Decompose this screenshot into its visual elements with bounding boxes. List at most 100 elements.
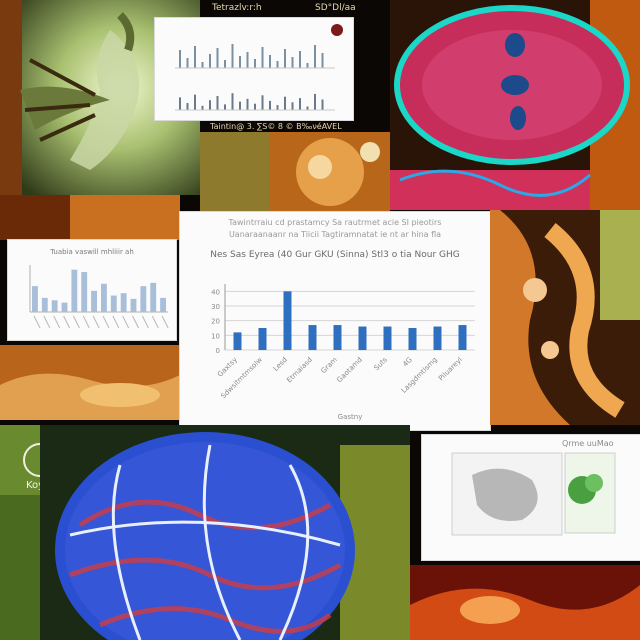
mark — [216, 96, 219, 110]
bar — [258, 328, 267, 350]
bar — [408, 328, 417, 350]
bar — [150, 282, 157, 312]
bar — [458, 325, 467, 350]
x-tick-label — [82, 315, 90, 329]
x-tick-label — [92, 315, 100, 329]
mark — [314, 45, 316, 68]
mark — [179, 50, 181, 68]
x-tick-label: Piluareyl — [437, 356, 464, 383]
x-tick-label: Lesd — [272, 356, 289, 373]
mark — [254, 103, 256, 110]
mark — [209, 100, 211, 110]
bar — [110, 295, 117, 312]
bar — [333, 325, 342, 350]
mark — [269, 100, 271, 110]
bar — [140, 286, 147, 312]
mark — [194, 94, 196, 110]
mark — [321, 99, 324, 110]
bar — [32, 286, 38, 312]
mark — [254, 59, 256, 68]
bar — [81, 272, 88, 312]
small-bar-chart — [29, 265, 169, 329]
mid-caption: Taintin@ 3. ∑S© 8 © B‰νéAVEL — [210, 122, 342, 131]
mark — [284, 49, 286, 68]
mark — [179, 97, 181, 110]
mark — [299, 98, 301, 110]
x-tick-label: Gram — [320, 356, 340, 376]
x-tick-label: Suts — [372, 356, 389, 373]
bar — [383, 326, 392, 350]
bar — [120, 293, 127, 312]
x-tick-label — [53, 315, 61, 329]
x-tick-label: 4G — [401, 356, 414, 369]
mark — [239, 56, 241, 68]
x-tick-label: Gaotamd — [335, 356, 363, 384]
bar — [51, 300, 58, 312]
mark — [276, 61, 279, 68]
mark — [216, 48, 219, 68]
x-tick-label — [151, 315, 159, 329]
small-chart-card: Tuabia vaswill mhliiir ah — [8, 240, 176, 340]
mark — [321, 53, 324, 68]
bar — [61, 302, 68, 312]
main-header-line2: Uanaraanaanr na Tiicii Tagtiramnatat ie … — [228, 230, 442, 239]
x-tick-label — [33, 315, 41, 329]
mark — [209, 54, 211, 68]
top-caption-left: Tetrazlv:r:h — [212, 3, 262, 13]
y-tick-label: 20 — [211, 318, 220, 326]
x-tick-label — [141, 315, 149, 329]
bar — [308, 325, 317, 350]
doc-header: Qrme uuMao — [562, 439, 614, 448]
orange-texture-image — [200, 132, 390, 212]
mark — [186, 103, 189, 110]
bar — [91, 290, 97, 312]
x-tick-label: Gaxtsy — [216, 356, 239, 379]
bar — [233, 332, 242, 350]
main-chart-card: Tawintrraiu cd prastamcy Sa rautrmet aci… — [180, 212, 490, 430]
y-tick-label: 0 — [216, 347, 220, 355]
x-tick-label — [161, 315, 169, 329]
mark — [246, 98, 249, 110]
mark — [231, 93, 234, 110]
dot-marker — [331, 24, 343, 36]
mark — [201, 105, 204, 110]
top-mini-chart — [175, 24, 343, 111]
mark — [261, 47, 264, 68]
x-tick-label — [63, 315, 71, 329]
x-tick-label — [132, 315, 140, 329]
x-tick-label — [72, 315, 80, 329]
top-chart-card — [155, 18, 353, 120]
mark — [186, 58, 189, 68]
mark — [246, 52, 249, 68]
bar — [41, 297, 48, 312]
x-axis-label: Gastny — [338, 413, 363, 421]
mark — [261, 95, 264, 110]
mark — [276, 105, 279, 110]
bar — [71, 269, 78, 312]
small-chart-title: Tuabia vaswill mhliiir ah — [50, 248, 134, 256]
mark — [306, 106, 309, 110]
mark — [201, 62, 204, 68]
red-closeup-image — [410, 565, 640, 640]
bar — [160, 297, 166, 312]
main-chart-title: Nes Sas Eyrea (40 Gur GKU (Sinna) Stl3 o… — [210, 250, 460, 260]
bar — [358, 326, 367, 350]
cross-section-image — [390, 0, 640, 210]
mark — [284, 96, 286, 110]
mark — [224, 60, 226, 68]
bar — [130, 298, 137, 312]
x-tick-label — [43, 315, 51, 329]
mark — [269, 55, 271, 68]
mark — [231, 44, 234, 68]
y-tick-label: 10 — [211, 332, 220, 340]
x-tick-label — [102, 315, 110, 329]
x-tick-label — [112, 315, 120, 329]
mark — [194, 46, 196, 68]
network-globe-image — [40, 425, 410, 640]
orange-strip-image — [0, 195, 180, 240]
y-tick-label: 40 — [211, 288, 220, 296]
logo-text: Koy — [26, 480, 45, 491]
top-caption-right: SD°Dl/aa — [315, 3, 356, 13]
mark — [306, 63, 309, 68]
